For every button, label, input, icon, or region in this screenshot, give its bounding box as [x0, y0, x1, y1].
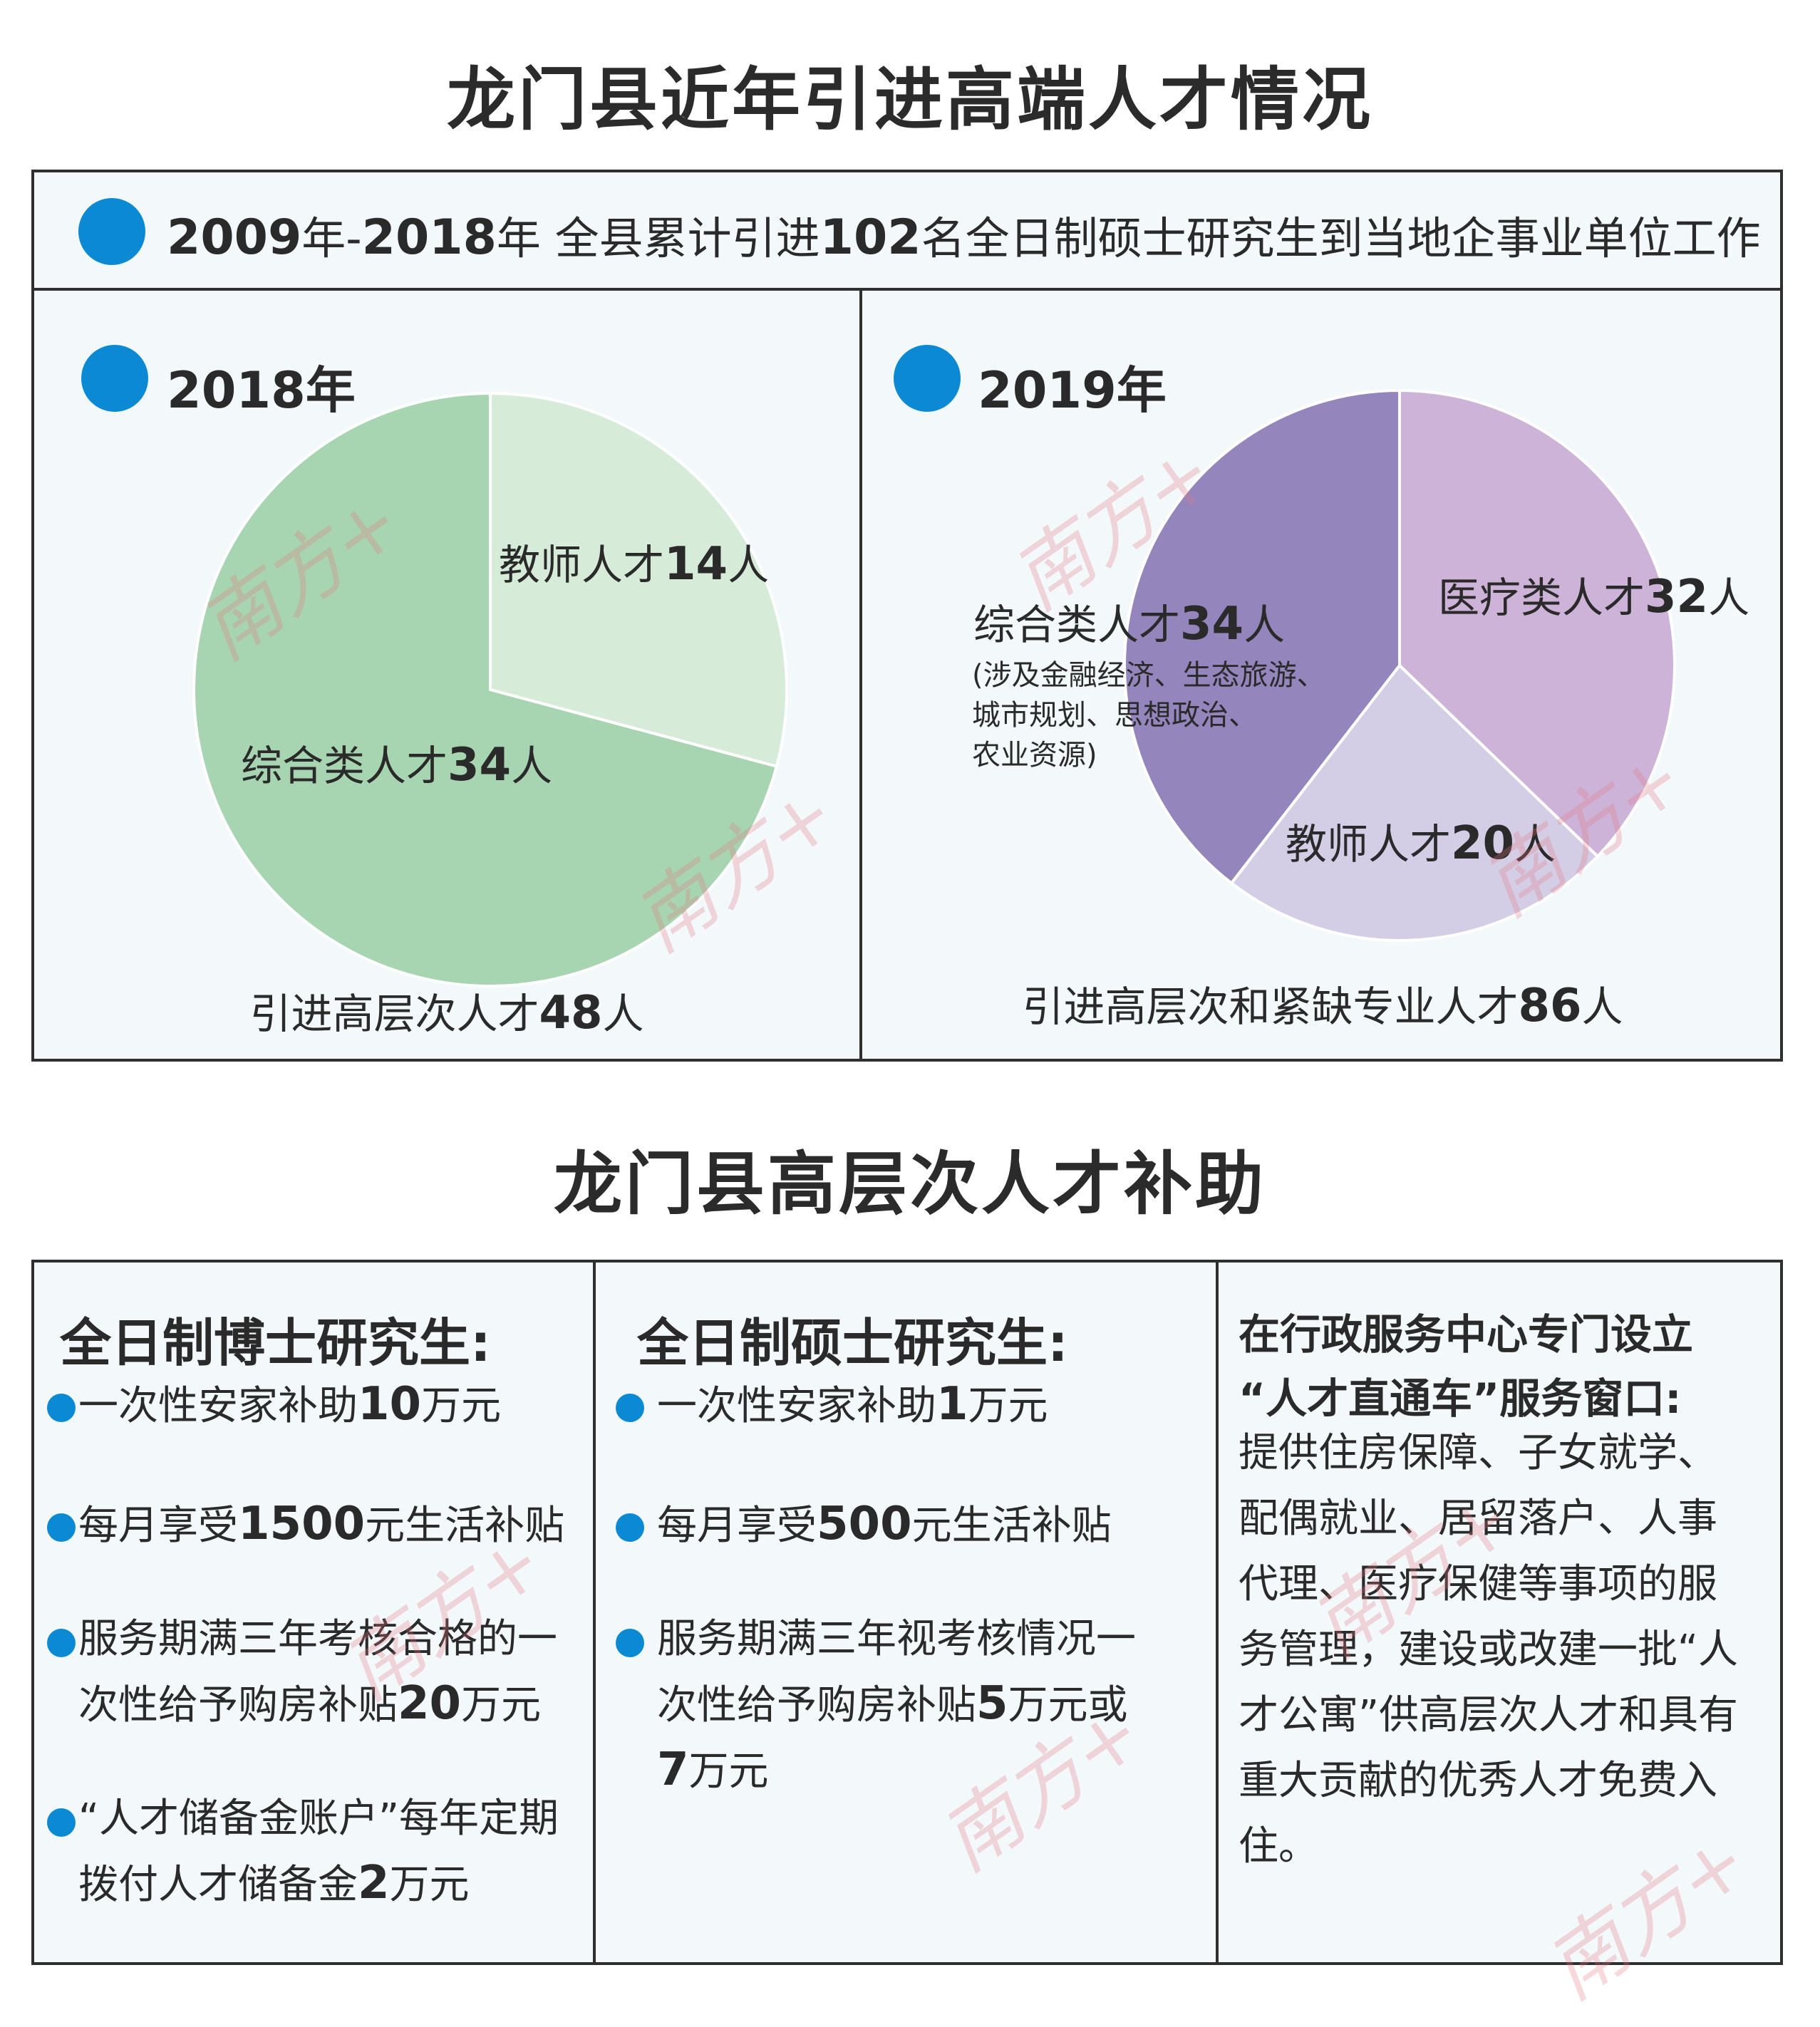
bullet-dot-icon: [616, 1394, 644, 1422]
bullet-dot-icon: [47, 1808, 76, 1837]
bullet-dot-icon: [47, 1513, 76, 1542]
master-item: 服务期满三年视考核情况一次性给予购房补贴5万元或7万元: [616, 1607, 1143, 1804]
column-divider: [593, 1263, 596, 1964]
master-item: 一次性安家补助1万元: [616, 1372, 1186, 1438]
bullet-dot-icon: [894, 345, 961, 412]
bullet-dot-icon: [616, 1629, 644, 1657]
summary-panel: 2009年-2018年 全县累计引进102名全日制硕士研究生到当地企事业单位工作: [31, 170, 1783, 291]
service-heading-line2: “人才直通车”服务窗口:: [1239, 1374, 1682, 1423]
phd-item: “人才储备金账户”每年定期拨付人才储备金2万元: [47, 1787, 574, 1917]
bullet-dot-icon: [616, 1513, 644, 1542]
bullet-dot-icon: [78, 198, 145, 265]
bullet-dot-icon: [81, 345, 148, 412]
subsidy-panel: 全日制博士研究生: 一次性安家补助10万元 每月享受1500元生活补贴 服务期满…: [31, 1260, 1783, 1965]
pie-slice-2: [1123, 388, 1401, 886]
phd-item: 每月享受1500元生活补贴: [47, 1492, 589, 1558]
pie-2019-label-general: 综合类人才34人: [973, 598, 1286, 650]
pie-2019-label-medical: 医疗类人才32人: [1438, 571, 1750, 623]
subsidy-title: 龙门县高层次人才补助: [554, 1144, 1266, 1224]
pie-slice-0: [489, 391, 788, 769]
column-divider: [1216, 1263, 1219, 1964]
pie-slice-0: [1398, 388, 1676, 859]
bullet-dot-icon: [47, 1394, 76, 1422]
charts-panel: 2018年 教师人才14人 综合类人才34人 引进高层次人才48人 2019年 …: [31, 288, 1783, 1062]
pie-2018: [192, 391, 788, 987]
service-body: 提供住房保障、子女就学、配偶就业、居留落户、人事代理、医疗保健等事项的服务管理，…: [1239, 1430, 1739, 1870]
main-title: 龙门县近年引进高端人才情况: [447, 59, 1373, 140]
master-item: 每月享受500元生活补贴: [616, 1492, 1186, 1558]
master-heading: 全日制硕士研究生:: [637, 1313, 1068, 1373]
year-2019-label: 2019年: [978, 361, 1167, 420]
panel-divider: [859, 291, 862, 1060]
pie-slice-1: [1229, 663, 1600, 942]
pie-slice-1: [192, 391, 779, 987]
bullet-dot-icon: [47, 1629, 76, 1657]
service-heading-line1: 在行政服务中心专门设立: [1239, 1310, 1694, 1359]
pie-2019-note: (涉及金融经济、生态旅游、 城市规划、思想政治、 农业资源): [972, 659, 1325, 772]
pie-2019: [1123, 388, 1676, 942]
phd-heading: 全日制博士研究生:: [60, 1313, 491, 1373]
caption-2018: 引进高层次人才48人: [249, 987, 644, 1040]
phd-item: 一次性安家补助10万元: [47, 1372, 589, 1438]
caption-2019: 引进高层次和紧缺专业人才86人: [1022, 980, 1623, 1032]
year-2018-label: 2018年: [167, 361, 356, 420]
pie-2018-label-teacher: 教师人才14人: [499, 538, 770, 591]
pie-2019-label-teacher: 教师人才20人: [1286, 817, 1556, 870]
pie-2018-label-general: 综合类人才34人: [241, 739, 553, 792]
summary-text: 2009年-2018年 全县累计引进102名全日制硕士研究生到当地企事业单位工作: [167, 209, 1761, 266]
phd-item: 服务期满三年考核合格的一次性给予购房补贴20万元: [47, 1607, 574, 1738]
